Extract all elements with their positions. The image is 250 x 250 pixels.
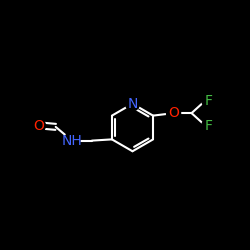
Circle shape xyxy=(32,119,46,132)
Circle shape xyxy=(166,106,180,120)
Circle shape xyxy=(126,97,140,111)
Text: NH: NH xyxy=(62,134,82,147)
Circle shape xyxy=(64,132,80,148)
Circle shape xyxy=(202,94,216,108)
Text: F: F xyxy=(205,94,213,108)
Text: F: F xyxy=(205,119,213,132)
Text: O: O xyxy=(33,119,44,132)
Circle shape xyxy=(202,119,216,132)
Text: N: N xyxy=(127,97,138,111)
Text: O: O xyxy=(168,106,179,120)
